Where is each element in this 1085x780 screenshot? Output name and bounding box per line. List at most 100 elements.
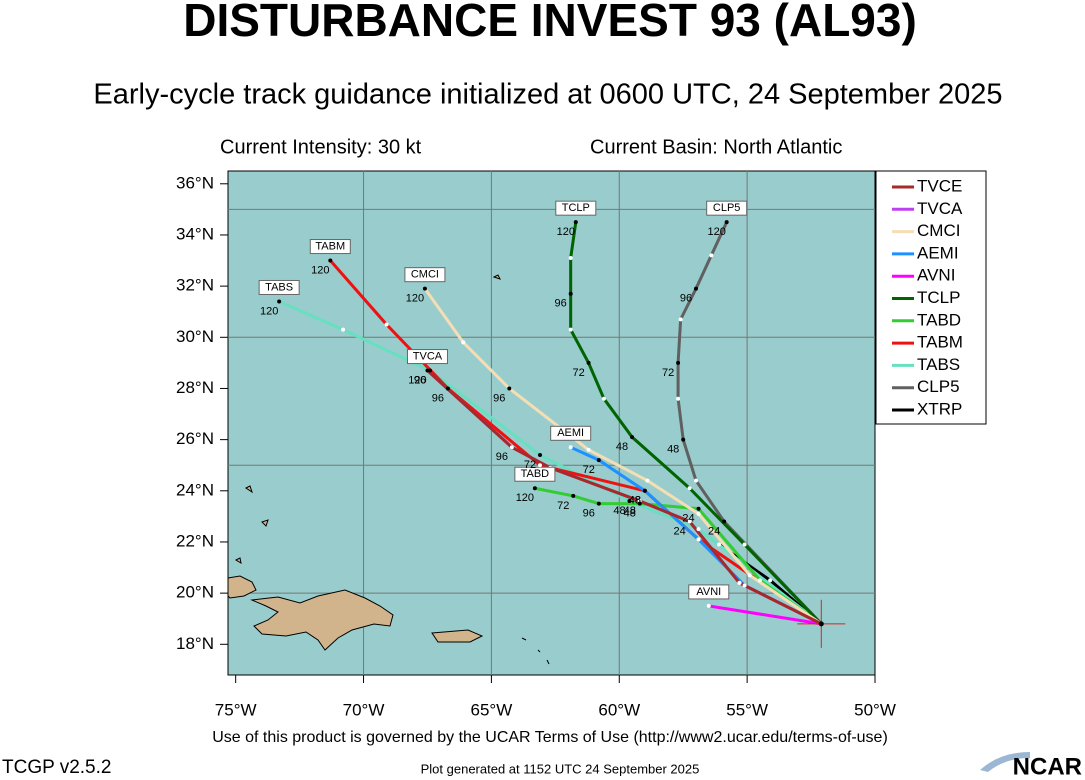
track-point — [630, 435, 635, 440]
track-point — [757, 578, 762, 583]
track-point — [722, 519, 727, 524]
track-point — [428, 368, 433, 373]
model-box — [514, 466, 556, 482]
hour-label: 24 — [682, 513, 694, 525]
track-point — [601, 396, 606, 401]
hour-label: 96 — [493, 392, 505, 404]
legend: TVCE TVCA CMCI AEMI AVNI TCLP TABD TABM TABS CLP5… — [892, 176, 963, 418]
model-label: AEMI — [557, 427, 584, 439]
hour-label: 48 — [667, 444, 679, 456]
track-point — [422, 286, 427, 291]
legend-label: TABS — [917, 355, 960, 374]
land — [227, 274, 550, 665]
hour-label: 48 — [616, 441, 628, 453]
track-point — [568, 255, 573, 260]
legend-label: AVNI — [917, 266, 955, 285]
track-point — [724, 220, 729, 225]
model-label: TCLP — [562, 202, 590, 214]
track-point — [568, 445, 573, 450]
hour-label: 72 — [662, 367, 674, 379]
track-point — [384, 322, 389, 327]
hour-label: 72 — [583, 464, 595, 476]
track-point — [696, 527, 701, 532]
track-point — [706, 603, 711, 608]
hour-label: 48 — [624, 507, 636, 519]
track-point — [328, 258, 333, 263]
track-point — [532, 486, 537, 491]
hour-label: 96 — [496, 451, 508, 463]
x-tick-label: 55°W — [726, 700, 768, 719]
y-tick-label: 22°N — [176, 531, 214, 550]
model-box — [688, 584, 730, 600]
hour-label: 96 — [432, 392, 444, 404]
model-box — [404, 267, 446, 283]
legend-label: AEMI — [917, 243, 959, 262]
track-point — [571, 493, 576, 498]
y-tick-label: 24°N — [176, 480, 214, 499]
legend-label: TABD — [917, 310, 961, 329]
chart-title: DISTURBANCE INVEST 93 (AL93) — [183, 0, 917, 46]
track-point — [768, 578, 773, 583]
puerto-rico — [431, 629, 484, 643]
axes: 75°W 70°W 65°W 60°W 55°W 50°W 18°N 20°N 22°N 24°N… — [176, 173, 896, 719]
y-tick-label: 28°N — [176, 378, 214, 397]
legend-label: TABM — [917, 333, 963, 352]
logo: NCAR — [1013, 753, 1082, 780]
hispaniola — [250, 589, 394, 651]
cuba — [227, 575, 257, 599]
legend-label: CLP5 — [917, 377, 960, 396]
model-label: AVNI — [696, 586, 721, 598]
model-box — [309, 239, 351, 255]
hour-label: 24 — [673, 525, 685, 537]
track — [423, 287, 823, 626]
track-point — [696, 506, 701, 511]
hour-label: 120 — [516, 492, 534, 504]
model-label: CLP5 — [713, 202, 741, 214]
chart-subtitle: Early-cycle track guidance initialized a… — [93, 79, 1002, 111]
track-point — [627, 499, 632, 504]
legend-label: TVCA — [917, 199, 963, 218]
y-tick-label: 32°N — [176, 276, 214, 295]
track-point — [687, 486, 692, 491]
hour-label: 96 — [583, 507, 595, 519]
hour-label: 48 — [613, 505, 625, 517]
track-point — [693, 478, 698, 483]
y-tick-label: 20°N — [176, 583, 214, 602]
model-label: TABM — [315, 240, 345, 252]
track-point — [742, 542, 747, 547]
model-box — [555, 200, 597, 216]
y-tick-label: 36°N — [176, 173, 214, 192]
model-box — [706, 200, 748, 216]
hour-label: 48 — [629, 495, 641, 507]
track-point — [537, 463, 542, 468]
model-box — [550, 425, 592, 441]
track — [676, 221, 823, 625]
track-point — [709, 253, 714, 258]
hour-label: 96 — [555, 298, 567, 310]
track-point — [537, 452, 542, 457]
track-point — [645, 478, 650, 483]
track-point — [737, 580, 742, 585]
legend-label: TVCE — [917, 176, 962, 195]
model-box — [406, 349, 448, 365]
hour-label: 72 — [524, 459, 536, 471]
terms: Use of this product is governed by the U… — [212, 729, 888, 746]
track-point — [596, 501, 601, 506]
hour-label: 120 — [557, 226, 575, 238]
track-point — [586, 360, 591, 365]
hour-label: 72 — [572, 367, 584, 379]
track-point — [676, 360, 681, 365]
track-point — [693, 286, 698, 291]
logo-mark — [980, 752, 1030, 772]
track — [708, 604, 822, 626]
track — [569, 221, 823, 625]
legend-label: TCLP — [917, 288, 960, 307]
x-tick-label: 50°W — [854, 700, 896, 719]
hour-label: 96 — [680, 293, 692, 305]
x-tick-label: 75°W — [215, 700, 257, 719]
track-point — [687, 519, 692, 524]
version: TCGP v2.5.2 — [2, 757, 111, 778]
generated: Plot generated at 1152 UTC 24 September … — [421, 761, 700, 776]
legend-label: XTRP — [917, 399, 962, 418]
